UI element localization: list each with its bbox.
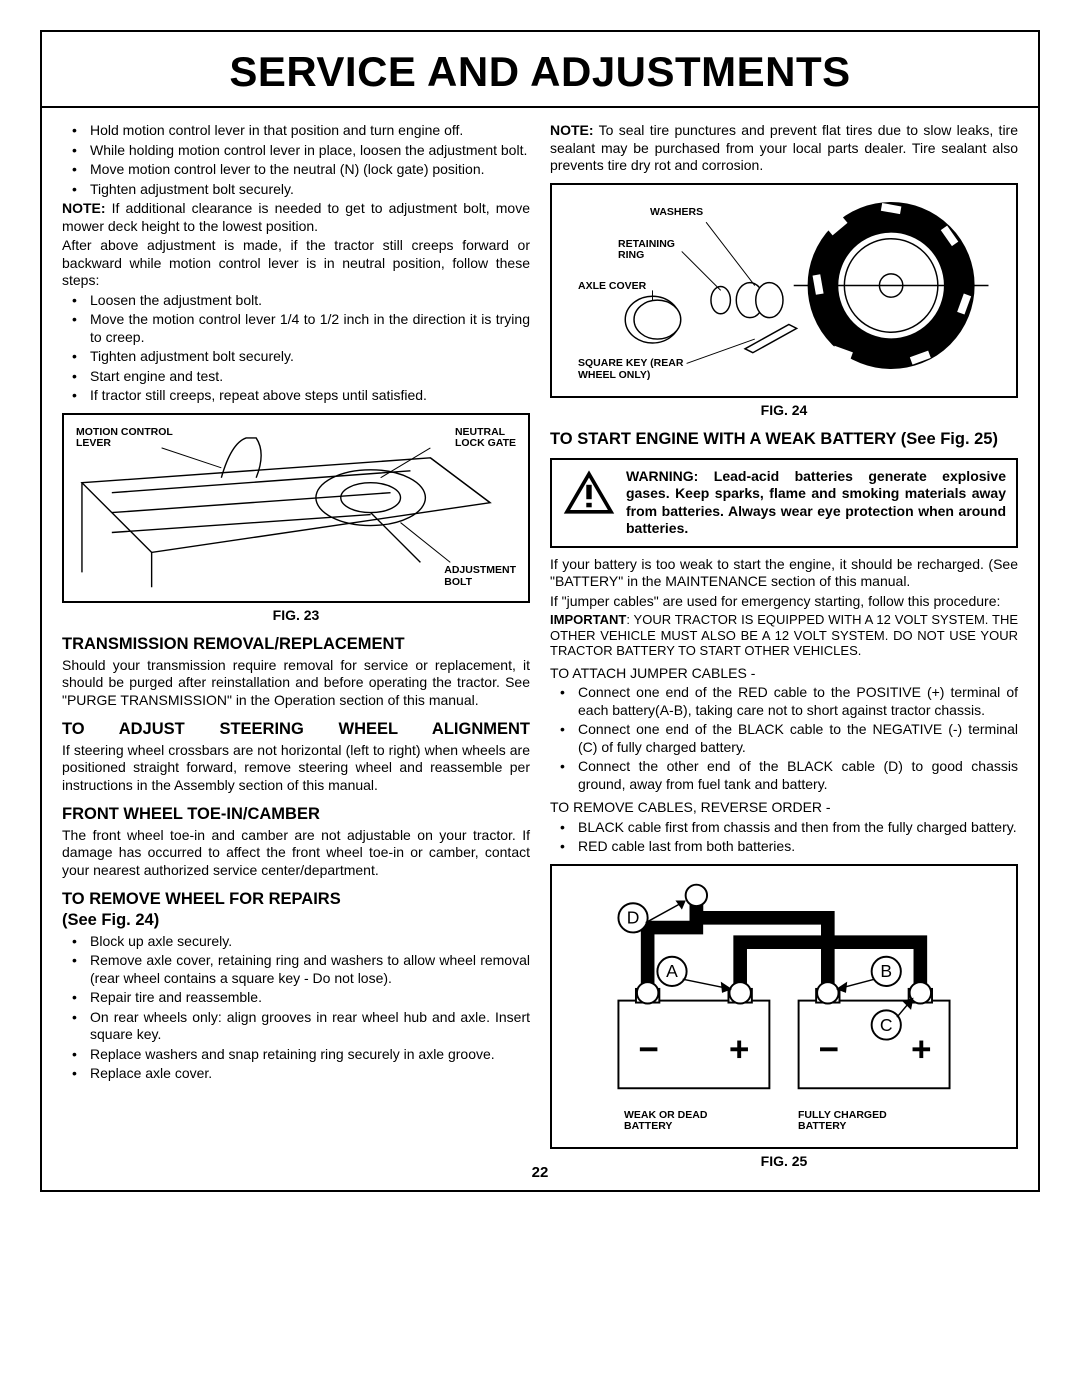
fig23-label-adjust: ADJUSTMENT BOLT bbox=[444, 565, 516, 588]
fig23-label-motion: MOTION CONTROL LEVER bbox=[76, 427, 173, 450]
heading-transmission: TRANSMISSION REMOVAL/REPLACEMENT bbox=[62, 634, 530, 655]
fig23-caption: FIG. 23 bbox=[62, 607, 530, 625]
fig25-label-a: A bbox=[666, 961, 678, 981]
fig24-label-ring: RETAINING RING bbox=[618, 239, 675, 262]
note-text: If additional clearance is needed to get… bbox=[62, 200, 530, 234]
list-item: RED cable last from both batteries. bbox=[550, 838, 1018, 856]
battery-p2: If "jumper cables" are used for emergenc… bbox=[550, 593, 1018, 611]
note-1: NOTE: If additional clearance is needed … bbox=[62, 200, 530, 235]
figure-25-svg: A B C D bbox=[560, 874, 1008, 1132]
page-title: Service And Adjustments bbox=[42, 32, 1038, 106]
list-item: Move the motion control lever 1/4 to 1/2… bbox=[62, 311, 530, 346]
note-text: To seal tire punctures and prevent flat … bbox=[550, 122, 1018, 173]
note-label: NOTE: bbox=[550, 122, 594, 138]
page-frame: Service And Adjustments Hold motion cont… bbox=[40, 30, 1040, 1192]
important-note: IMPORTANT: YOUR TRACTOR IS EQUIPPED WITH… bbox=[550, 612, 1018, 659]
fig25-label-d: D bbox=[627, 908, 640, 928]
list-item: Start engine and test. bbox=[62, 368, 530, 386]
figure-23-box: MOTION CONTROL LEVER NEUTRAL LOCK GATE A… bbox=[62, 413, 530, 603]
attach-list: Connect one end of the RED cable to the … bbox=[550, 684, 1018, 793]
para-after-adjust: After above adjustment is made, if the t… bbox=[62, 237, 530, 290]
list-item: Block up axle securely. bbox=[62, 933, 530, 951]
fig25-label-weak: WEAK OR DEAD BATTERY bbox=[624, 1110, 707, 1133]
list-item: While holding motion control lever in pl… bbox=[62, 142, 530, 160]
list-item: Loosen the adjustment bolt. bbox=[62, 292, 530, 310]
heading-steering: To Adjust Steering Wheel Alignment bbox=[62, 719, 530, 740]
warning-label: WARNING bbox=[626, 468, 694, 484]
page-number: 22 bbox=[520, 1164, 560, 1181]
fig25-caption: FIG. 25 bbox=[550, 1153, 1018, 1171]
bullet-list-1: Hold motion control lever in that positi… bbox=[62, 122, 530, 198]
important-label: IMPORTANT bbox=[550, 612, 626, 627]
fig23-label-neutral: NEUTRAL LOCK GATE bbox=[455, 427, 516, 450]
fig24-label-key: SQUARE KEY (REAR WHEEL ONLY) bbox=[578, 358, 683, 381]
figure-24-box: WASHERS RETAINING RING AXLE COVER SQUARE… bbox=[550, 183, 1018, 398]
battery-p1: If your battery is too weak to start the… bbox=[550, 556, 1018, 591]
heading-toe: FRONT WHEEL TOE-IN/CAMBER bbox=[62, 804, 530, 825]
list-item: Replace washers and snap retaining ring … bbox=[62, 1046, 530, 1064]
list-item: Connect one end of the RED cable to the … bbox=[550, 684, 1018, 719]
right-column: NOTE: To seal tire punctures and prevent… bbox=[550, 122, 1018, 1170]
figure-23-canvas: MOTION CONTROL LEVER NEUTRAL LOCK GATE A… bbox=[72, 423, 520, 593]
attach-heading: TO ATTACH JUMPER CABLES - bbox=[550, 665, 1018, 683]
fig25-label-c: C bbox=[880, 1015, 893, 1035]
remove-cables-list: BLACK cable first from chassis and then … bbox=[550, 819, 1018, 856]
fig24-caption: FIG. 24 bbox=[550, 402, 1018, 420]
fig24-label-cover: AXLE COVER bbox=[578, 281, 646, 293]
heading-remove-wheel: TO REMOVE WHEEL FOR REPAIRS (See Fig. 24… bbox=[62, 889, 530, 930]
figure-25-canvas: A B C D WEAK OR DEAD BATTERY FULLY CHARG… bbox=[560, 874, 1008, 1139]
remove-cables-heading: TO REMOVE CABLES, REVERSE ORDER - bbox=[550, 799, 1018, 817]
list-item: On rear wheels only: align grooves in re… bbox=[62, 1009, 530, 1044]
para-steering: If steering wheel crossbars are not hori… bbox=[62, 742, 530, 795]
list-item: Hold motion control lever in that positi… bbox=[62, 122, 530, 140]
fig24-label-washers: WASHERS bbox=[650, 207, 703, 219]
list-item: Connect one end of the BLACK cable to th… bbox=[550, 721, 1018, 756]
note-2: NOTE: To seal tire punctures and prevent… bbox=[550, 122, 1018, 175]
list-item: BLACK cable first from chassis and then … bbox=[550, 819, 1018, 837]
list-item: Repair tire and reassemble. bbox=[62, 989, 530, 1007]
para-toe: The front wheel toe-in and camber are no… bbox=[62, 827, 530, 880]
remove-wheel-list: Block up axle securely. Remove axle cove… bbox=[62, 933, 530, 1083]
heading-weak-battery: TO START ENGINE WITH A WEAK BATTERY (See… bbox=[550, 429, 1018, 450]
columns: Hold motion control lever in that positi… bbox=[42, 108, 1038, 1190]
warning-box: WARNING: Lead-acid batteries generate ex… bbox=[550, 458, 1018, 548]
warning-text: WARNING: Lead-acid batteries generate ex… bbox=[626, 468, 1006, 538]
fig25-label-b: B bbox=[880, 961, 892, 981]
bullet-list-2: Loosen the adjustment bolt. Move the mot… bbox=[62, 292, 530, 405]
list-item: Tighten adjustment bolt securely. bbox=[62, 348, 530, 366]
list-item: Move motion control lever to the neutral… bbox=[62, 161, 530, 179]
list-item: Replace axle cover. bbox=[62, 1065, 530, 1083]
note-label: NOTE: bbox=[62, 200, 106, 216]
list-item: If tractor still creeps, repeat above st… bbox=[62, 387, 530, 405]
fig25-label-full: FULLY CHARGED BATTERY bbox=[798, 1110, 887, 1133]
list-item: Remove axle cover, retaining ring and wa… bbox=[62, 952, 530, 987]
left-column: Hold motion control lever in that positi… bbox=[62, 122, 530, 1170]
warning-icon bbox=[562, 468, 616, 521]
list-item: Connect the other end of the BLACK cable… bbox=[550, 758, 1018, 793]
list-item: Tighten adjustment bolt securely. bbox=[62, 181, 530, 199]
para-transmission: Should your transmission require removal… bbox=[62, 657, 530, 710]
figure-25-box: A B C D WEAK OR DEAD BATTERY FULLY CHARG… bbox=[550, 864, 1018, 1149]
figure-24-canvas: WASHERS RETAINING RING AXLE COVER SQUARE… bbox=[560, 193, 1008, 388]
